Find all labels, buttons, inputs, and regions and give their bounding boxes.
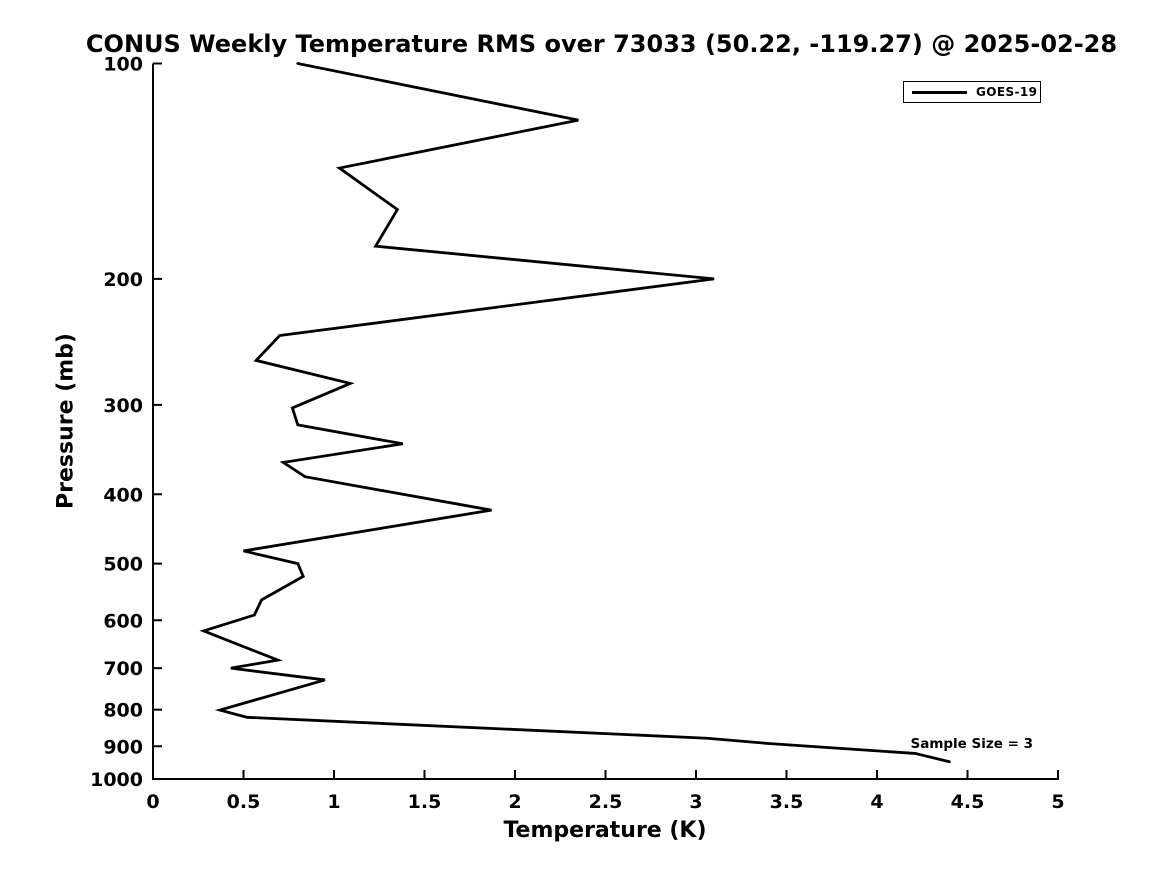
y-tick-label: 100: [103, 54, 143, 76]
y-tick-label: 600: [103, 610, 143, 632]
x-axis-label: Temperature (K): [503, 818, 707, 843]
x-tick-label: 1: [327, 791, 340, 813]
x-tick-label: 3.5: [770, 791, 804, 813]
y-tick-label: 700: [103, 658, 143, 680]
legend-label: GOES-19: [976, 85, 1038, 99]
y-tick-label: 800: [103, 700, 143, 722]
y-tick-label: 900: [103, 736, 143, 758]
x-tick-label: 0: [146, 791, 159, 813]
y-tick-label: 200: [103, 269, 143, 291]
y-tick-label: 300: [103, 395, 143, 417]
y-tick-label: 1000: [90, 769, 143, 791]
x-tick-label: 0.5: [227, 791, 261, 813]
y-tick-label: 400: [103, 484, 143, 506]
x-tick-label: 1.5: [408, 791, 442, 813]
x-tick-label: 3: [689, 791, 702, 813]
chart-title: CONUS Weekly Temperature RMS over 73033 …: [85, 30, 1118, 58]
x-tick-label: 5: [1051, 791, 1064, 813]
x-tick-label: 4: [870, 791, 883, 813]
legend-line-sample: [912, 90, 967, 94]
x-tick-label: 4.5: [951, 791, 985, 813]
y-tick-label: 500: [103, 554, 143, 576]
series-line-goes-19: [199, 62, 951, 764]
x-tick-label: 2: [508, 791, 521, 813]
sample-size-annotation: Sample Size = 3: [910, 736, 1033, 752]
legend: GOES-19: [903, 81, 1041, 103]
x-tick-label: 2.5: [589, 791, 623, 813]
